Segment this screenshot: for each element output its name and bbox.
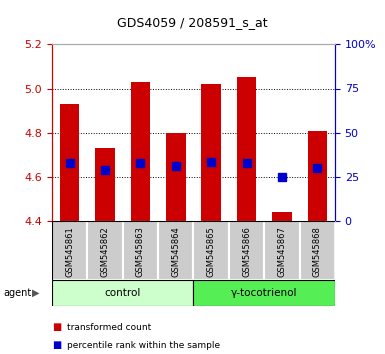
Text: GSM545863: GSM545863 xyxy=(136,226,145,277)
Text: ■: ■ xyxy=(52,340,61,350)
Text: ■: ■ xyxy=(52,322,61,332)
Text: transformed count: transformed count xyxy=(67,323,151,332)
Text: GSM545862: GSM545862 xyxy=(100,226,110,277)
Text: γ-tocotrienol: γ-tocotrienol xyxy=(231,288,298,298)
Bar xyxy=(193,221,229,280)
Text: agent: agent xyxy=(4,288,32,298)
Text: GSM545864: GSM545864 xyxy=(171,226,180,277)
Bar xyxy=(52,280,193,306)
Bar xyxy=(166,133,186,221)
Bar xyxy=(201,84,221,221)
Bar xyxy=(52,221,87,280)
Text: GSM545865: GSM545865 xyxy=(207,226,216,277)
Text: GSM545861: GSM545861 xyxy=(65,226,74,277)
Text: GSM545866: GSM545866 xyxy=(242,226,251,277)
Bar xyxy=(264,221,300,280)
Bar xyxy=(60,104,79,221)
Bar xyxy=(158,221,193,280)
Bar xyxy=(229,221,264,280)
Bar xyxy=(272,212,291,221)
Text: GDS4059 / 208591_s_at: GDS4059 / 208591_s_at xyxy=(117,16,268,29)
Bar xyxy=(308,131,327,221)
Bar xyxy=(237,78,256,221)
Bar xyxy=(123,221,158,280)
Bar xyxy=(87,221,123,280)
Text: ▶: ▶ xyxy=(32,288,40,298)
Bar xyxy=(193,280,335,306)
Text: GSM545867: GSM545867 xyxy=(277,226,286,277)
Text: control: control xyxy=(105,288,141,298)
Text: percentile rank within the sample: percentile rank within the sample xyxy=(67,341,220,350)
Text: GSM545868: GSM545868 xyxy=(313,226,322,277)
Bar xyxy=(95,148,115,221)
Bar xyxy=(131,82,150,221)
Bar xyxy=(300,221,335,280)
